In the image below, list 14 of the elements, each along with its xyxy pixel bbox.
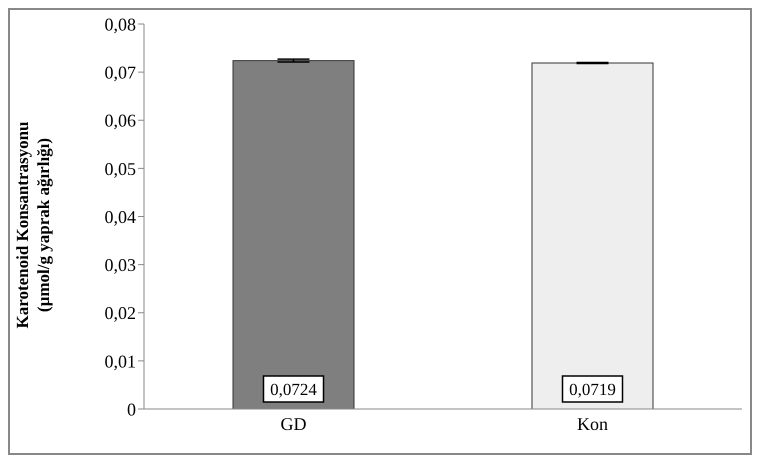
- y-tick-label: 0,03: [104, 255, 136, 276]
- data-label: 0,0719: [569, 380, 616, 399]
- y-tick-label: 0,02: [104, 303, 136, 324]
- x-tick-label: GD: [280, 414, 306, 434]
- y-tick-label: 0,04: [104, 206, 136, 227]
- y-tick-label: 0,08: [104, 14, 136, 34]
- data-label: 0,0724: [270, 380, 318, 399]
- y-tick-label: 0: [127, 399, 136, 420]
- x-tick-label: Kon: [577, 414, 608, 434]
- y-tick-label: 0,01: [104, 351, 136, 372]
- y-tick-label: 0,06: [104, 110, 136, 131]
- y-axis-title: Karotenoid Konsantrasyonu (µmol/g yaprak ağırlığı): [13, 121, 53, 329]
- y-tick-label: 0,05: [104, 158, 136, 179]
- y-tick-label: 0,07: [104, 62, 136, 83]
